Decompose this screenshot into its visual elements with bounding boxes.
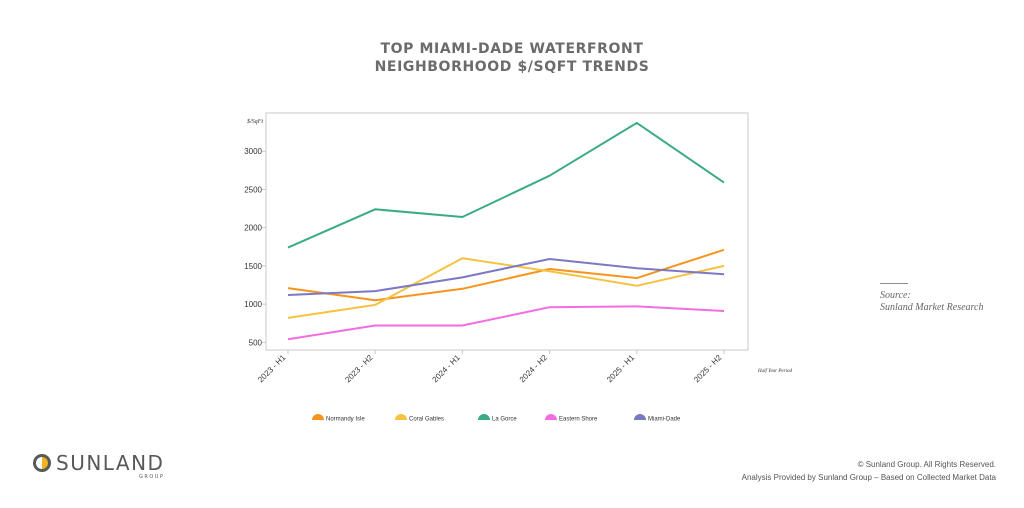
legend-marker [634,414,646,420]
legend-marker [545,414,557,420]
chart-title-line-2: NEIGHBORHOOD $/SQFT TRENDS [374,59,650,75]
legend-label: Normandy Isle [326,417,365,423]
legend-label: Coral Gables [409,417,444,423]
y-tick-label: 2500 [244,185,262,194]
logo-subtitle: GROUP [138,474,165,480]
sunland-logo: SUNLAND GROUP [32,451,164,480]
y-tick-label: 1500 [244,262,262,271]
x-tick-label: 2024 - H2 [518,353,550,385]
legend-marker [478,414,490,420]
series-line-normandy-isle [287,248,725,302]
chart-title-line-1: TOP MIAMI-DADE WATERFRONT [380,41,644,57]
series-line-coral-gables [287,257,725,319]
x-tick-label: 2025 - H1 [605,353,637,385]
sun-half-icon [33,454,51,472]
chart-title: TOP MIAMI-DADE WATERFRONT NEIGHBORHOOD $… [0,40,1024,76]
analysis-credit-text: Analysis Provided by Sunland Group – Bas… [741,473,996,482]
series-lines [287,121,725,341]
series-line-eastern-shore [287,305,725,341]
x-tick-label: 2023 - H2 [343,353,375,385]
x-axis-label: Half Year Period [757,369,792,374]
legend-label: Miami-Dade [648,417,681,423]
source-note: Source: Sunland Market Research [880,283,984,314]
legend: Normandy Isle Coral Gables La Gorce Eastern… [312,414,681,423]
y-tick-label: 3000 [244,147,262,156]
x-tick-label: 2024 - H1 [431,353,463,385]
y-tick-label: 2000 [244,224,262,233]
series-line-la-gorce [287,121,725,249]
footer: © Sunland Group. All Rights Reserved. An… [742,458,996,484]
copyright-text: © Sunland Group. All Rights Reserved. [857,460,996,469]
series-line-miami-dade [287,258,725,296]
y-tick-label: 1000 [244,300,262,309]
legend-label: La Gorce [492,417,517,423]
x-tick-label: 2023 - H1 [256,353,288,385]
legend-label: Eastern Shore [559,417,598,423]
plot-area-frame [265,112,749,351]
y-axis-label: $/SqFt [247,118,263,125]
x-axis-ticks: 2023 - H1 2023 - H2 2024 - H1 2024 - H2 2025… [256,350,725,385]
logo-wordmark: SUNLAND [56,451,165,475]
y-tick-label: 500 [249,338,263,347]
x-tick-label: 2025 - H2 [692,353,724,385]
legend-marker [395,414,407,420]
source-rule [880,283,908,284]
y-axis-ticks: 500 1000 1500 2000 2500 3000 [244,147,266,347]
source-name: Sunland Market Research [880,302,984,313]
source-label: Source: [880,290,911,301]
legend-marker [312,414,324,420]
